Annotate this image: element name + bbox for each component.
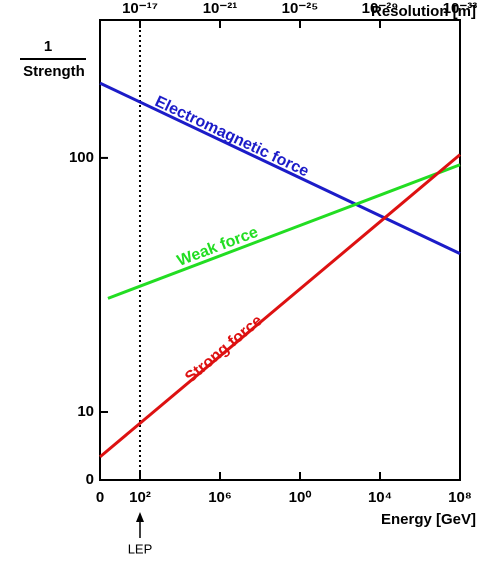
x2-tick-label: 10⁻²¹ <box>203 0 238 17</box>
y-label-numerator: 1 <box>44 38 52 55</box>
y-label-denominator: Strength <box>23 63 85 80</box>
x2-tick-label: 10⁻²⁹ <box>362 0 399 17</box>
x2-tick-label: 10⁻²⁵ <box>282 0 319 17</box>
x2-tick-label: 10⁻³³ <box>443 0 478 17</box>
x-tick-label: 0 <box>96 489 104 506</box>
x-tick-label: 10⁰ <box>289 489 312 506</box>
y-tick-label: 10 <box>77 403 94 420</box>
series-label: Strong force <box>182 312 266 386</box>
y-tick-label: 0 <box>86 471 94 488</box>
marker-label: LEP <box>128 541 153 556</box>
series-line <box>107 163 461 300</box>
x2-tick-label: 10⁻¹⁷ <box>122 0 158 17</box>
plot-frame <box>99 19 461 481</box>
series-label: Electromagnetic force <box>152 93 311 180</box>
series-line <box>99 153 461 459</box>
x-tick-label: 10⁶ <box>208 489 232 506</box>
marker-arrowhead <box>136 512 144 522</box>
x-tick-label: 10⁴ <box>368 489 392 506</box>
x-tick-label: 10² <box>129 489 151 506</box>
x-tick-label: 10⁸ <box>448 489 472 506</box>
y-tick-label: 100 <box>69 149 94 166</box>
x2-axis-label: Resolution [m] <box>371 3 476 20</box>
x-axis-label: Energy [GeV] <box>381 511 476 528</box>
series-line <box>99 81 461 256</box>
